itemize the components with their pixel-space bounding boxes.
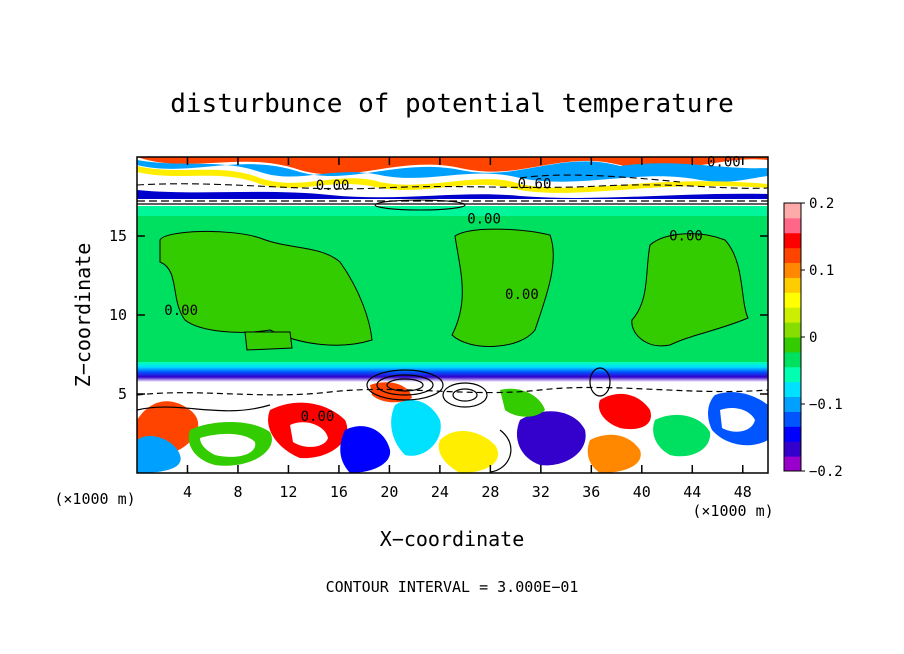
tropopause-line [137,199,768,206]
x-tick-label: 4 [183,483,192,501]
contour-interval-note: CONTOUR INTERVAL = 3.000E−01 [326,578,579,596]
contour-label: 0.00 [467,211,501,227]
colorbar-swatch [784,366,801,383]
plot-area [137,157,768,473]
colorbar-swatch [784,292,801,308]
blob-middle [451,228,554,347]
colorbar-tick-label: 0.1 [809,263,834,279]
colorbar-swatch [784,411,801,427]
y-axis: 5 10 15 [109,227,768,403]
colorbar-swatch [784,441,801,457]
chart-title: disturbunce of potential temperature [170,89,734,119]
lower-turbulence [137,382,768,473]
blue-stripe [137,362,768,382]
y-axis-title: Z−coordinate [71,243,95,388]
contour-label: 0.00 [164,303,198,319]
x-tick-label: 36 [582,483,600,501]
contour-label: 0.00 [707,154,741,170]
x-tick-label: 20 [380,483,398,501]
upper-contours [137,174,768,211]
contour-labels: 0.00 0.60 0.00 0.00 0.00 0.00 0.00 0.00 [164,154,740,424]
colorbar-swatch [784,217,801,234]
blob-right [631,233,749,347]
colorbar-swatch [784,203,801,219]
contour-label: 0.60 [518,177,552,193]
colorbar-swatch [784,262,801,278]
x-tick-label: 12 [279,483,297,501]
x-tick-label: 16 [330,483,348,501]
colorbar-tick-label: 0 [809,330,817,346]
colorbar-swatch [784,277,801,293]
x-unit-left: (×1000 m) [54,490,135,508]
x-axis-title: X−coordinate [380,527,525,551]
y-tick-label: 5 [118,385,127,403]
colorbar-swatch [784,381,801,398]
x-tick-label: 48 [734,483,752,501]
x-tick-label: 24 [431,483,449,501]
x-tick-label: 28 [481,483,499,501]
contour-label: 0.00 [505,287,539,303]
colorbar-swatch [784,232,801,249]
contour-label: 0.00 [669,229,703,245]
colorbar-swatch [784,396,801,412]
colorbar-swatch [784,456,801,472]
blob-left [159,230,373,346]
x-tick-label: 32 [532,483,550,501]
contour-label: 0.00 [301,409,335,425]
colorbar-swatch [784,337,801,353]
x-axis: 4 8 12 16 20 24 28 32 36 40 44 48 [183,157,752,501]
y-tick-label: 10 [109,306,127,324]
colorbar-swatch [784,322,801,338]
colorbar-swatch [784,247,801,264]
colorbar-swatch [784,351,801,368]
x-tick-label: 44 [683,483,701,501]
colorbar-swatch [784,307,801,323]
y-tick-label: 15 [109,227,127,245]
x-unit-right: (×1000 m) [692,502,773,520]
colorbar-tick-label: 0.2 [809,196,834,212]
colorbar-tick-label: −0.2 [809,464,843,480]
contour-label: 0.00 [316,178,350,194]
colorbar-swatch [784,426,801,442]
colorbar-tick-label: −0.1 [809,397,843,413]
x-tick-label: 40 [633,483,651,501]
x-tick-label: 8 [233,483,242,501]
colorbar: 0.2 0.1 0 −0.1 −0.2 [783,196,843,480]
contour-lines [137,367,768,473]
